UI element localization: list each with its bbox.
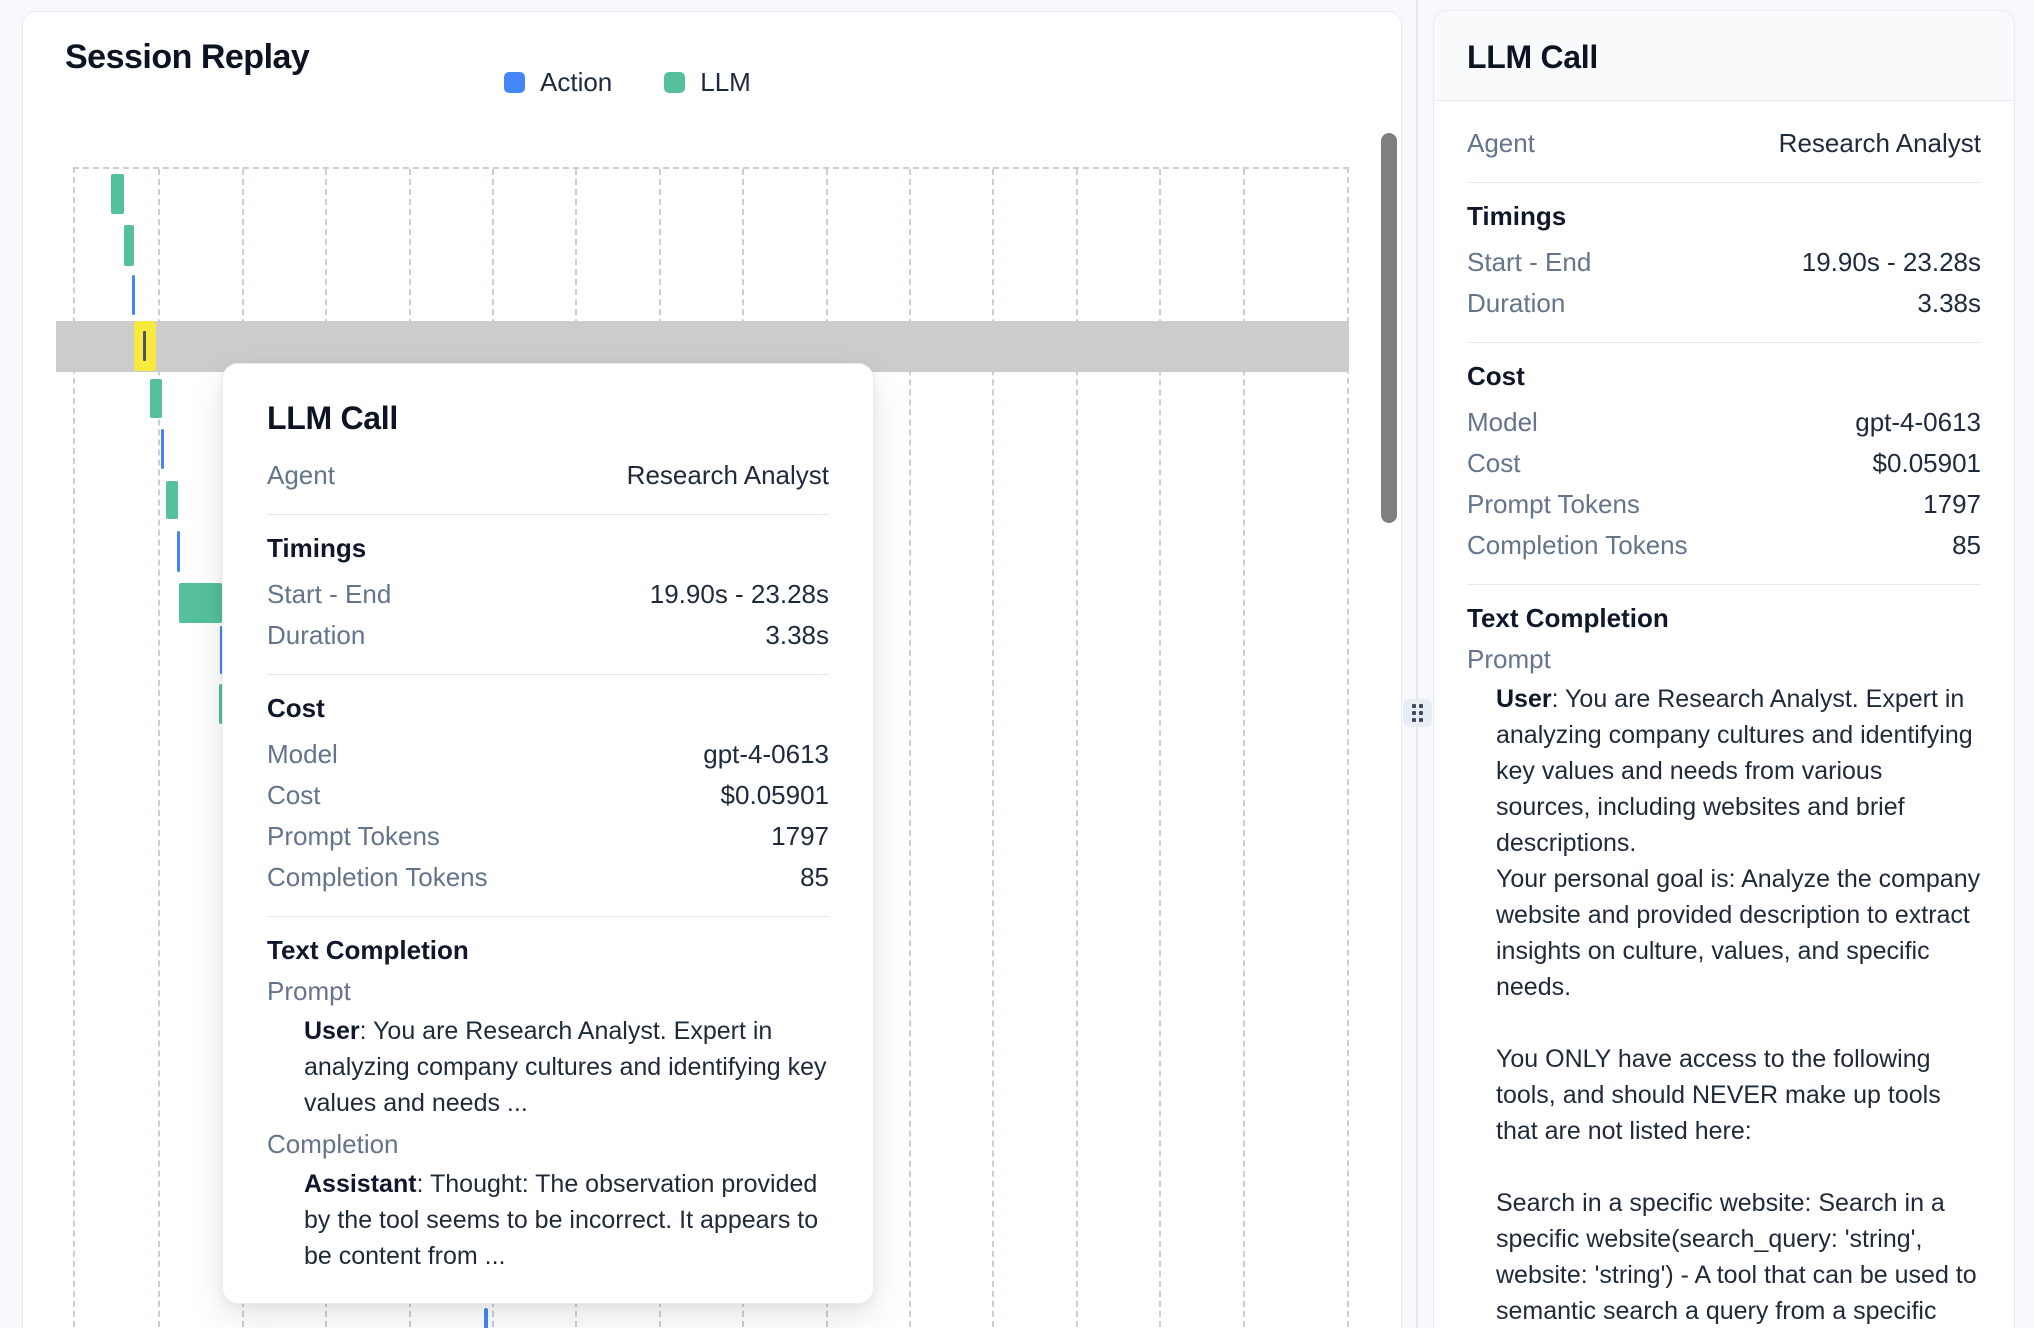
session-replay-title: Session Replay bbox=[65, 38, 310, 76]
divider bbox=[267, 674, 829, 675]
cost-header: Cost bbox=[267, 693, 325, 723]
prompt-full-text: User: You are Research Analyst. Expert i… bbox=[1496, 685, 1981, 1325]
timeline-bar-action[interactable] bbox=[161, 429, 164, 469]
model-row: Model gpt-4-0613 bbox=[1467, 407, 1981, 437]
scrollbar-thumb[interactable] bbox=[1381, 133, 1397, 523]
start-end-row: Start - End 19.90s - 23.28s bbox=[267, 579, 829, 609]
panel-header: LLM Call bbox=[1434, 11, 2014, 101]
grid-line bbox=[158, 169, 160, 1328]
timeline-bar-llm[interactable] bbox=[166, 481, 178, 519]
completion-label: Completion bbox=[267, 1129, 399, 1159]
legend-swatch-icon bbox=[504, 72, 525, 93]
agent-row: Agent Research Analyst bbox=[1467, 128, 1981, 158]
timeline-bar-action[interactable] bbox=[132, 275, 135, 315]
agent-label: Agent bbox=[267, 460, 335, 490]
timeline-bar-action[interactable] bbox=[220, 626, 223, 674]
duration-row: Duration 3.38s bbox=[267, 620, 829, 650]
legend-swatch-icon bbox=[664, 72, 686, 93]
selected-bar-tick bbox=[143, 331, 146, 361]
timeline-bar-llm[interactable] bbox=[111, 174, 124, 214]
prompt-preview: User: You are Research Analyst. Expert i… bbox=[304, 1017, 827, 1117]
divider bbox=[1467, 584, 1981, 585]
timeline-legend: Action LLM bbox=[504, 67, 751, 98]
tooltip-title: LLM Call bbox=[267, 400, 398, 436]
cost-header: Cost bbox=[1467, 361, 1525, 391]
llm-call-tooltip: LLM Call Agent Research Analyst Timings … bbox=[222, 363, 874, 1304]
grid-line bbox=[992, 169, 994, 1328]
divider bbox=[267, 514, 829, 515]
prompt-tokens-row: Prompt Tokens 1797 bbox=[1467, 489, 1981, 519]
start-end-row: Start - End 19.90s - 23.28s bbox=[1467, 247, 1981, 277]
timeline-bar-llm[interactable] bbox=[124, 225, 134, 266]
timings-header: Timings bbox=[1467, 201, 1567, 231]
divider bbox=[1467, 182, 1981, 183]
legend-item-llm[interactable]: LLM bbox=[664, 67, 751, 98]
timeline-bar-action[interactable] bbox=[177, 531, 180, 572]
timeline-bar-llm[interactable] bbox=[150, 379, 162, 418]
grid-line bbox=[1076, 169, 1078, 1328]
prompt-tokens-row: Prompt Tokens 1797 bbox=[267, 821, 829, 851]
panel-title: LLM Call bbox=[1467, 39, 1598, 75]
llm-call-panel: LLM Call Agent Research Analyst Timings … bbox=[1433, 10, 2015, 1328]
cost-row: Cost $0.05901 bbox=[267, 780, 829, 810]
timeline-bar-action[interactable] bbox=[484, 1308, 488, 1328]
cost-row: Cost $0.05901 bbox=[1467, 448, 1981, 478]
completion-preview: Assistant: Thought: The observation prov… bbox=[304, 1170, 819, 1270]
prompt-label: Prompt bbox=[267, 976, 351, 1006]
legend-item-action[interactable]: Action bbox=[504, 67, 612, 98]
panel-splitter-line bbox=[1416, 0, 1418, 1328]
completion-tokens-row: Completion Tokens 85 bbox=[267, 862, 829, 892]
panel-resize-handle[interactable] bbox=[1403, 699, 1432, 727]
text-completion-header: Text Completion bbox=[1467, 603, 1669, 633]
model-row: Model gpt-4-0613 bbox=[267, 739, 829, 769]
duration-row: Duration 3.38s bbox=[1467, 288, 1981, 318]
divider bbox=[267, 916, 829, 917]
grid-line bbox=[1243, 169, 1245, 1328]
grid-line bbox=[909, 169, 911, 1328]
timeline-bar-llm[interactable] bbox=[219, 684, 223, 724]
legend-label: Action bbox=[540, 67, 613, 97]
timeline-bar-selected[interactable] bbox=[134, 321, 156, 371]
text-completion-header: Text Completion bbox=[267, 935, 469, 965]
divider bbox=[1467, 342, 1981, 343]
legend-label: LLM bbox=[700, 67, 751, 97]
agent-row: Agent Research Analyst bbox=[267, 455, 829, 496]
timings-header: Timings bbox=[267, 533, 367, 563]
completion-tokens-row: Completion Tokens 85 bbox=[1467, 530, 1981, 560]
agent-value: Research Analyst bbox=[626, 460, 829, 490]
panel-body: Agent Research Analyst Timings Start - E… bbox=[1434, 101, 2014, 1328]
timeline-bar-llm[interactable] bbox=[179, 583, 222, 623]
prompt-label: Prompt bbox=[1467, 644, 1551, 674]
grid-line bbox=[1159, 169, 1161, 1328]
